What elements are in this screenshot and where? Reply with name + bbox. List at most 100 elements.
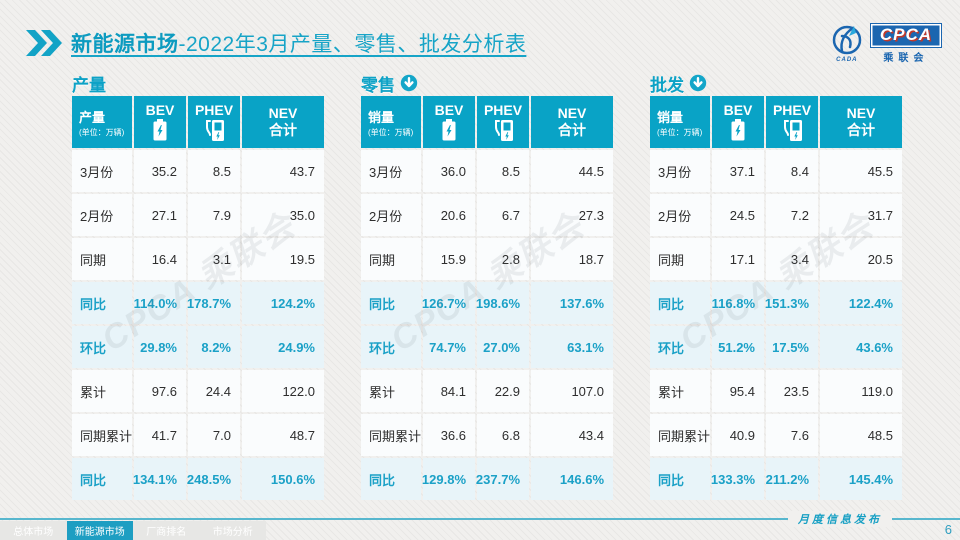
row-label: 累计 — [650, 370, 710, 412]
cell-bev: 116.8% — [712, 282, 764, 324]
section-production-label: 产量 — [72, 75, 106, 95]
cell-nev: 43.4 — [531, 414, 613, 456]
header-label-text: 销量 — [657, 109, 684, 125]
cell-bev: 15.9 — [423, 238, 475, 280]
row-label: 同期 — [72, 238, 132, 280]
cell-bev: 133.3% — [711, 458, 764, 500]
row-label: 3月份 — [650, 150, 710, 192]
cell-bev: 114.0% — [134, 282, 186, 324]
cell-bev: 51.2% — [712, 326, 764, 368]
row-label: 同比 — [650, 282, 710, 324]
nev-label-line1: NEV — [846, 105, 876, 122]
arrow-down-circle-icon — [689, 74, 707, 92]
cell-bev: 16.4 — [134, 238, 186, 280]
cell-bev: 41.7 — [134, 414, 186, 456]
production-header-label: 产量 (单位：万辆) — [72, 96, 132, 148]
section-retail-title: 零售 — [361, 70, 613, 96]
cell-phev: 6.7 — [477, 194, 529, 236]
row-label: 同比 — [361, 458, 421, 500]
cell-nev: 18.7 — [531, 238, 613, 280]
header-label-text: 销量 — [368, 109, 395, 125]
cell-nev: 27.3 — [531, 194, 613, 236]
cell-phev: 2.8 — [477, 238, 529, 280]
wholesale-table: 销量 (单位：万辆) BEV PHEV — [650, 96, 902, 500]
cell-nev: 35.0 — [242, 194, 324, 236]
row-label: 3月份 — [72, 150, 132, 192]
cell-bev: 40.9 — [712, 414, 764, 456]
bev-label: BEV — [145, 102, 175, 118]
cell-bev: 74.7% — [423, 326, 475, 368]
cell-bev: 84.1 — [423, 370, 475, 412]
tab-overall-market[interactable]: 总体市场 — [13, 527, 54, 538]
double-chevron-icon — [26, 30, 62, 56]
row-label: 环比 — [72, 326, 132, 368]
cell-phev: 8.5 — [477, 150, 529, 192]
section-wholesale-title: 批发 — [650, 70, 902, 96]
section-wholesale-label: 批发 — [650, 75, 684, 95]
cell-bev: 29.8% — [134, 326, 186, 368]
cell-bev: 134.1% — [133, 458, 186, 500]
bottom-nav-tabs: 总体市场 新能源市场 厂商排名 市场分析 — [0, 521, 266, 540]
cell-nev: 137.6% — [531, 282, 613, 324]
row-label: 同比 — [361, 282, 421, 324]
cell-nev: 48.5 — [820, 414, 902, 456]
phev-label: PHEV — [194, 102, 234, 118]
cell-phev: 237.7% — [476, 458, 529, 500]
bev-label: BEV — [434, 102, 464, 118]
row-label: 2月份 — [72, 194, 132, 236]
row-label: 同比 — [72, 282, 132, 324]
cell-nev: 150.6% — [242, 458, 324, 500]
cell-nev: 48.7 — [242, 414, 324, 456]
tab-nev-market[interactable]: 新能源市场 — [66, 521, 133, 540]
logo-cada-text: CADA — [836, 56, 858, 63]
cell-phev: 22.9 — [477, 370, 529, 412]
cell-bev: 27.1 — [134, 194, 186, 236]
nev-label-line2: 合计 — [847, 122, 875, 138]
cell-bev: 36.0 — [423, 150, 475, 192]
cell-phev: 151.3% — [765, 282, 818, 324]
cell-nev: 44.5 — [531, 150, 613, 192]
cada-emblem-icon: CADA — [830, 24, 864, 63]
row-label: 2月份 — [650, 194, 710, 236]
cell-phev: 24.4 — [188, 370, 240, 412]
page-header: 新能源市场-2022年3月产量、零售、批发分析表 CADA CPCA 乘联会 — [26, 20, 942, 66]
cell-phev: 23.5 — [766, 370, 818, 412]
cell-phev: 7.2 — [766, 194, 818, 236]
page-title-highlight: 新能源市场 — [71, 33, 179, 56]
header-unit-text: (单位：万辆) — [657, 127, 703, 137]
section-production: 产量 CPCA 乘联会 产量 (单位：万辆) BEV PHEV — [72, 70, 324, 500]
row-label: 3月份 — [361, 150, 421, 192]
charging-station-icon — [203, 119, 225, 141]
cell-nev: 124.2% — [242, 282, 324, 324]
row-label: 同期 — [650, 238, 710, 280]
cell-nev: 31.7 — [820, 194, 902, 236]
wholesale-header-bev: BEV — [712, 96, 764, 148]
cell-phev: 3.1 — [188, 238, 240, 280]
page-number: 6 — [944, 522, 952, 537]
cell-phev: 8.4 — [766, 150, 818, 192]
cell-phev: 17.5% — [766, 326, 818, 368]
cell-bev: 97.6 — [134, 370, 186, 412]
wholesale-header-phev: PHEV — [766, 96, 818, 148]
cell-phev: 8.5 — [188, 150, 240, 192]
cell-nev: 43.7 — [242, 150, 324, 192]
cell-phev: 27.0% — [477, 326, 529, 368]
cell-bev: 36.6 — [423, 414, 475, 456]
cell-nev: 107.0 — [531, 370, 613, 412]
production-table: 产量 (单位：万辆) BEV PHEV — [72, 96, 324, 500]
row-label: 累计 — [361, 370, 421, 412]
tab-oem-ranking[interactable]: 厂商排名 — [146, 527, 187, 538]
cell-bev: 129.8% — [422, 458, 475, 500]
row-label: 累计 — [72, 370, 132, 412]
footer-divider-line — [0, 518, 960, 520]
tab-market-analysis[interactable]: 市场分析 — [212, 527, 253, 538]
cell-nev: 24.9% — [242, 326, 324, 368]
row-label: 环比 — [361, 326, 421, 368]
row-label: 环比 — [650, 326, 710, 368]
production-header-nev: NEV 合计 — [242, 96, 324, 148]
cell-phev: 8.2% — [188, 326, 240, 368]
cell-phev: 7.9 — [188, 194, 240, 236]
retail-header-label: 销量 (单位：万辆) — [361, 96, 421, 148]
row-label: 同比 — [650, 458, 710, 500]
